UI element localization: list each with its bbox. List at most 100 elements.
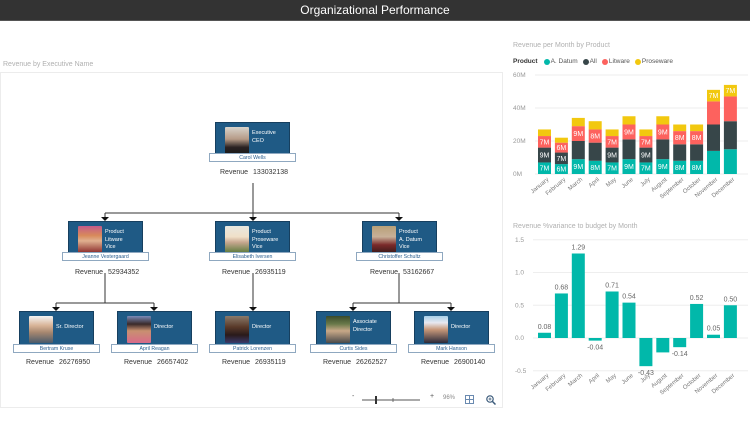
x-tick: May	[605, 177, 618, 189]
variance-bar	[707, 334, 720, 338]
variance-bar-chart[interactable]: -0.50.00.51.01.50.08January0.68February1…	[505, 234, 750, 422]
bar-label: 7M	[607, 166, 617, 173]
bar-segment	[723, 121, 737, 150]
page-title-bar: Organizational Performance	[0, 0, 750, 21]
grid-fit-icon[interactable]	[465, 395, 474, 404]
bar-segment	[639, 129, 653, 137]
bar-segment	[639, 136, 653, 148]
bar-segment	[588, 121, 602, 130]
avatar	[127, 316, 151, 343]
variance-bar	[571, 253, 585, 338]
bar-label: 7M	[709, 93, 719, 100]
bar-label: 7M	[540, 139, 550, 146]
node-role: Sr. Director	[56, 324, 84, 330]
avatar	[326, 316, 350, 343]
bar-segment	[673, 124, 687, 132]
node-revenue-director-2: Revenue 26657402	[124, 359, 189, 366]
node-name-ceo[interactable]: Carol Wells	[209, 153, 296, 162]
bar-segment	[605, 129, 619, 137]
x-tick: June	[621, 373, 635, 386]
legend-item-litware[interactable]: Litware	[601, 58, 630, 65]
zoom-search-icon[interactable]	[486, 395, 496, 405]
bar-segment	[690, 131, 704, 145]
legend-item-all[interactable]: All	[582, 58, 597, 65]
bar-segment	[622, 159, 636, 174]
org-node-vp-proseware[interactable]: Product Proseware Vice President	[215, 221, 290, 258]
bar-label: 9M	[573, 131, 583, 138]
avatar	[424, 316, 448, 343]
org-node-director-3[interactable]: Director	[215, 311, 290, 347]
bar-segment	[554, 142, 568, 153]
bar-label: 7M	[641, 139, 651, 146]
bar-label: -0.04	[587, 345, 603, 352]
bar-label: 0.54	[622, 294, 636, 301]
revenue-chart-title: Revenue per Month by Product	[513, 42, 610, 49]
legend-item-adatum[interactable]: A. Datum	[543, 58, 578, 65]
node-name-vp-proseware[interactable]: Elisabeth Iversen	[209, 252, 296, 261]
bar-segment	[639, 162, 653, 174]
bar-segment	[656, 116, 670, 125]
bar-segment	[690, 160, 704, 174]
bar-segment	[571, 117, 585, 127]
bar-segment	[588, 142, 602, 161]
bar-label: 8M	[692, 165, 702, 172]
org-chart-panel[interactable]: Executive CEO Carol Wells Revenue 1330321…	[0, 72, 503, 408]
revenue-stacked-bar-chart[interactable]: 0M20M40M60M7M9M7MJanuary6M7M6MFebruary9M…	[505, 66, 750, 214]
bar-label: 9M	[641, 153, 651, 160]
bar-label: 0.52	[690, 295, 704, 302]
node-revenue-vp-litware: Revenue 52934352	[75, 269, 140, 276]
org-node-director-5[interactable]: Director	[414, 311, 489, 347]
bar-segment	[656, 139, 670, 160]
zoom-out-button[interactable]: -	[352, 393, 355, 400]
bar-segment	[588, 160, 602, 174]
variance-bar	[639, 338, 653, 367]
y-tick: 40M	[513, 105, 526, 112]
bar-label: 0.08	[538, 324, 552, 331]
bar-label: 6M	[557, 167, 567, 174]
node-name-director-4[interactable]: Curtis Sides	[310, 344, 397, 353]
bar-segment	[554, 152, 568, 165]
node-name-director-1[interactable]: Bertram Kruse	[13, 344, 100, 353]
bar-segment	[622, 116, 636, 125]
bar-segment	[622, 139, 636, 160]
bar-segment	[554, 164, 568, 174]
zoom-level: 96%	[443, 395, 456, 401]
bar-segment	[723, 149, 737, 174]
node-role: Director	[252, 324, 272, 330]
y-tick: -0.5	[515, 368, 527, 375]
node-role: Executive CEO	[252, 130, 276, 144]
org-node-ceo[interactable]: Executive CEO	[215, 122, 290, 158]
bar-label: 8M	[692, 135, 702, 142]
x-tick: April	[588, 177, 601, 189]
node-revenue-director-3: Revenue 26935119	[222, 359, 286, 366]
bar-segment	[707, 89, 720, 102]
zoom-in-button[interactable]: +	[430, 393, 435, 400]
zoom-slider[interactable]	[362, 395, 422, 405]
bar-segment	[588, 129, 602, 143]
bar-label: 8M	[590, 165, 600, 172]
legend-item-proseware[interactable]: Proseware	[634, 58, 673, 65]
node-name-vp-adatum[interactable]: Christoffer Schultz	[356, 252, 443, 261]
node-name-director-2[interactable]: April Reagan	[111, 344, 198, 353]
revenue-chart-legend: Product A. Datum All Litware Proseware	[513, 58, 675, 65]
node-name-director-3[interactable]: Patrick Lorenzen	[209, 344, 296, 353]
org-node-director-4[interactable]: Associate Director	[316, 311, 391, 347]
bar-segment	[690, 124, 704, 132]
node-name-director-5[interactable]: Mark Hanson	[408, 344, 495, 353]
avatar	[372, 226, 396, 253]
bar-label: 6M	[557, 145, 567, 152]
legend-title: Product	[513, 58, 538, 65]
org-node-director-1[interactable]: Sr. Director	[19, 311, 94, 347]
x-tick: July	[640, 177, 652, 188]
y-tick: 0M	[513, 171, 522, 178]
bar-segment	[571, 126, 585, 141]
node-revenue-director-4: Revenue 26262527	[323, 359, 388, 366]
org-node-director-2[interactable]: Director	[117, 311, 192, 347]
node-name-vp-litware[interactable]: Jeanne Vestergaard	[62, 252, 149, 261]
page-title: Organizational Performance	[300, 3, 450, 17]
y-tick: 0.5	[515, 302, 524, 309]
org-node-vp-adatum[interactable]: Product A. Datum Vice President	[362, 221, 437, 258]
bar-segment	[605, 136, 619, 148]
bar-label: 9M	[624, 129, 634, 136]
org-node-vp-litware[interactable]: Product Litware Vice President	[68, 221, 143, 258]
